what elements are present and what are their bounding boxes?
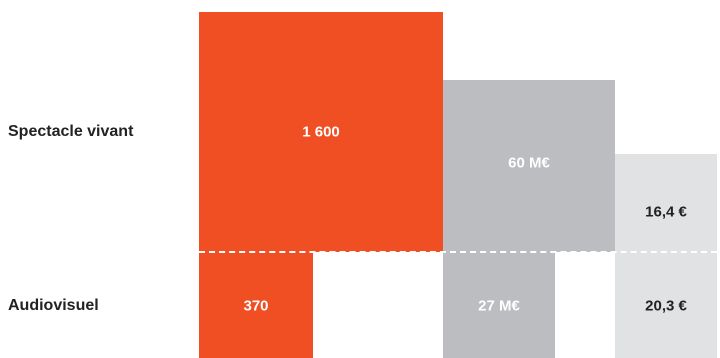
- box-audiovisuel-col1: 370: [199, 252, 313, 358]
- row-label-audiovisuel: Audiovisuel: [8, 297, 99, 314]
- box-spectacle-vivant-col3: 16,4 €: [615, 154, 717, 252]
- value-label-audiovisuel-col3: 20,3 €: [645, 297, 687, 315]
- row-label-spectacle-vivant: Spectacle vivant: [8, 123, 134, 140]
- box-audiovisuel-col2: 27 M€: [443, 252, 555, 358]
- value-label-audiovisuel-col1: 370: [243, 297, 269, 315]
- box-audiovisuel-col3: 20,3 €: [615, 252, 717, 358]
- box-spectacle-vivant-col1: 1 600: [199, 12, 443, 252]
- value-label-audiovisuel-col2: 27 M€: [478, 297, 520, 315]
- value-label-spectacle-vivant-col3: 16,4 €: [645, 203, 687, 221]
- box-spectacle-vivant-col2: 60 M€: [443, 80, 615, 252]
- row-divider: [199, 251, 717, 253]
- value-label-spectacle-vivant-col1: 1 600: [302, 123, 340, 141]
- value-label-spectacle-vivant-col2: 60 M€: [508, 154, 550, 172]
